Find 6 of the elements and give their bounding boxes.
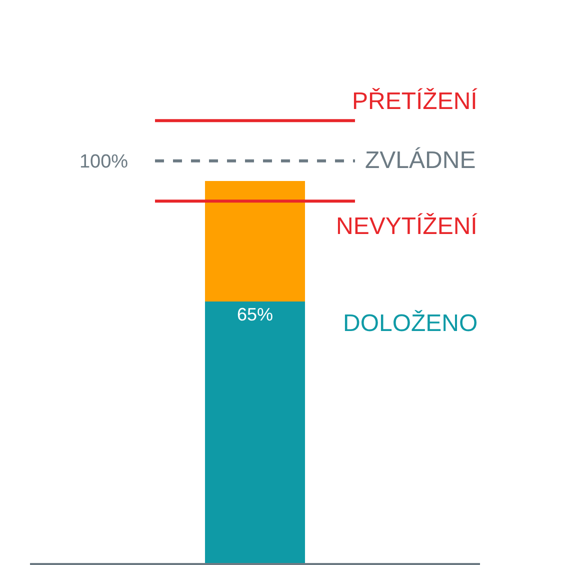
- ref-line-label: ZVLÁDNE: [365, 147, 476, 174]
- y-tick-label: 100%: [79, 152, 128, 173]
- series-label: DOLOŽENO: [343, 310, 478, 337]
- ref-line-label: PŘETÍŽENÍ: [352, 88, 478, 115]
- data-label: 65%: [236, 304, 274, 325]
- ref-line-label: NEVYTÍŽENÍ: [336, 213, 478, 240]
